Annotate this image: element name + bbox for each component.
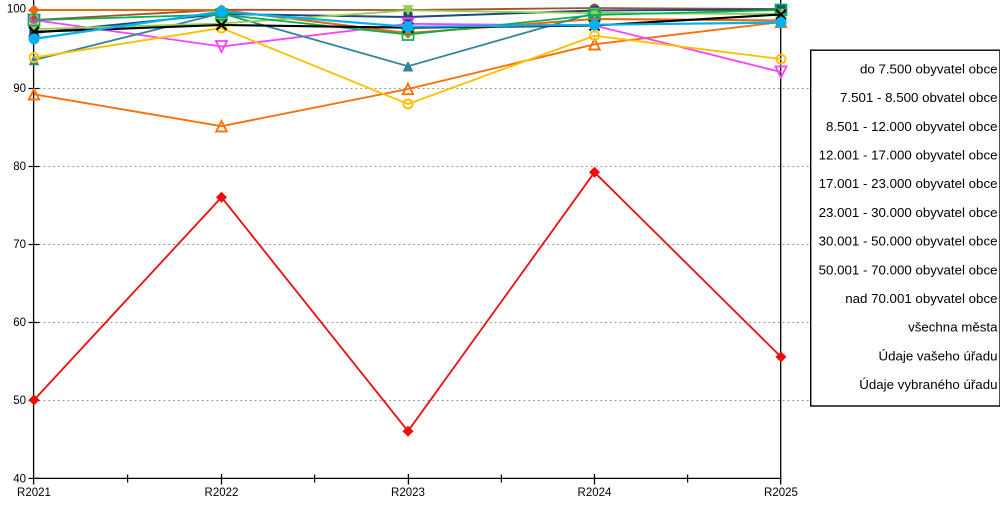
svg-text:R2021: R2021 (17, 487, 51, 499)
svg-text:70: 70 (13, 239, 26, 251)
svg-text:do 7.500 obyvatel obce: do 7.500 obyvatel obce (860, 62, 998, 77)
svg-text:všechna města: všechna města (908, 320, 998, 335)
svg-text:17.001 - 23.000 obyvatel obce: 17.001 - 23.000 obyvatel obce (819, 176, 998, 191)
svg-text:R2023: R2023 (391, 487, 425, 499)
svg-text:7.501 - 8.500 obvatel obce: 7.501 - 8.500 obvatel obce (840, 90, 997, 105)
svg-text:60: 60 (13, 317, 26, 329)
svg-text:R2024: R2024 (578, 487, 612, 499)
svg-text:50: 50 (13, 395, 26, 407)
svg-text:80: 80 (13, 161, 26, 173)
svg-text:50.001 - 70.000 obyvatel obce: 50.001 - 70.000 obyvatel obce (819, 262, 998, 277)
svg-text:R2022: R2022 (205, 487, 239, 499)
svg-text:90: 90 (13, 83, 26, 95)
svg-text:Údaje vybraného úřadu: Údaje vybraného úřadu (859, 377, 997, 392)
svg-text:8.501 - 12.000 obyvatel obce: 8.501 - 12.000 obyvatel obce (826, 119, 998, 134)
svg-text:40: 40 (13, 473, 26, 485)
svg-text:12.001 - 17.000 obyvatel obce: 12.001 - 17.000 obyvatel obce (819, 148, 998, 163)
svg-text:nad 70.001 obyvatel obce: nad 70.001 obyvatel obce (845, 291, 997, 306)
svg-text:30.001 - 50.000 obyvatel obce: 30.001 - 50.000 obyvatel obce (819, 234, 998, 249)
svg-text:100: 100 (7, 4, 26, 16)
svg-text:R2025: R2025 (764, 487, 798, 499)
svg-text:23.001 - 30.000 obyvatel obce: 23.001 - 30.000 obyvatel obce (819, 205, 998, 220)
svg-text:Údaje vašeho úřadu: Údaje vašeho úřadu (878, 348, 997, 363)
